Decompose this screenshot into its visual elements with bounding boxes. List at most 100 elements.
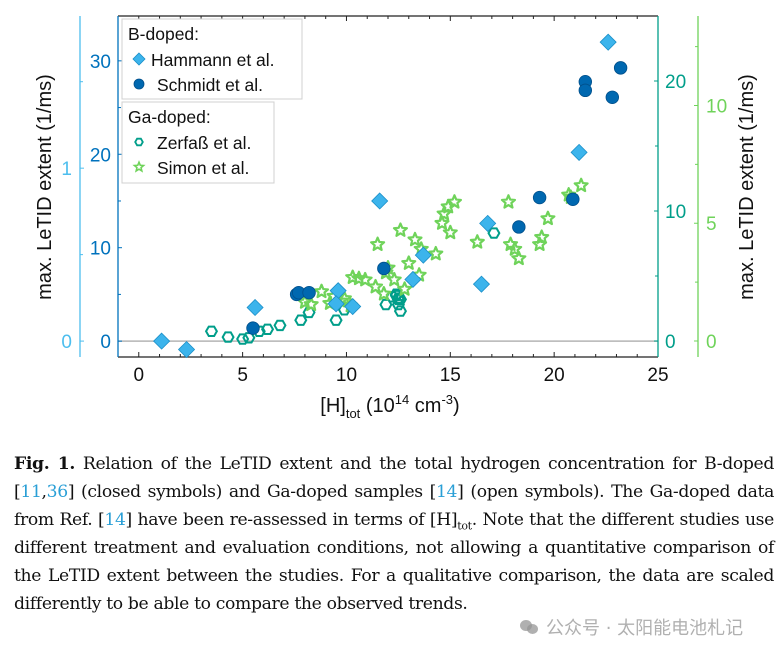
- simon-data-point: [313, 283, 330, 299]
- x-tick-label: 20: [544, 365, 565, 386]
- caption-text: ] have been re-assessed in terms of [H]: [125, 510, 458, 530]
- simon-data-point: [392, 222, 409, 237]
- hammann-data-point: [177, 340, 196, 359]
- series-schmidt: [246, 61, 628, 335]
- hammann-tick-label: 20: [90, 145, 111, 166]
- x-axis-title-part: tot: [346, 406, 361, 421]
- x-axis-title-part: (10: [360, 395, 394, 417]
- x-axis-title-part: cm: [409, 395, 441, 417]
- axes-layer: [79, 15, 699, 358]
- simon-data-point: [573, 177, 589, 193]
- schmidt-data-point: [302, 285, 316, 300]
- x-axis-title-part: -3: [441, 392, 453, 407]
- citation-link[interactable]: 14: [104, 510, 126, 530]
- caption-subscript: tot: [457, 519, 472, 533]
- hammann-tick-label: 0: [100, 332, 111, 353]
- legend-entry-label: Simon et al.: [157, 158, 249, 178]
- schmidt-data-point: [512, 220, 526, 234]
- schmidt-data-point: [613, 61, 628, 75]
- zerfass-tick-label: 20: [665, 72, 686, 93]
- simon-data-point: [434, 215, 450, 230]
- schmidt-data-point: [578, 83, 593, 98]
- hammann-tick-label: 10: [90, 239, 111, 260]
- hammann-data-point: [371, 192, 389, 210]
- simon-data-point: [367, 278, 384, 294]
- citation-link[interactable]: 36: [46, 482, 69, 502]
- simon-data-point: [534, 229, 550, 244]
- zerfass-data-point: [294, 314, 308, 326]
- hammann-data-point: [327, 295, 345, 313]
- schmidt-data-point: [246, 321, 260, 335]
- zerfass-data-point: [487, 227, 501, 239]
- simon-data-point: [511, 250, 527, 266]
- simon-tick-label: 0: [706, 332, 717, 353]
- simon-data-point: [442, 224, 458, 240]
- schmidt-tick-label: 1: [61, 159, 72, 180]
- citation-link[interactable]: 14: [435, 482, 458, 502]
- x-tick-label: 25: [647, 365, 668, 386]
- x-axis-title-part: [H]: [320, 395, 346, 417]
- zerfass-tick-label: 0: [665, 332, 676, 353]
- zerfass-data-point: [260, 323, 275, 335]
- watermark-text: 公众号 · 太阳能电池札记: [546, 618, 744, 639]
- x-tick-label: 0: [133, 365, 144, 386]
- simon-data-point: [469, 234, 485, 249]
- simon-data-point: [440, 198, 456, 214]
- simon-data-point: [540, 210, 556, 226]
- legend-box: [121, 101, 275, 184]
- zerfass-data-point: [389, 288, 403, 300]
- legend-entry-label: Hammann et al.: [151, 50, 275, 70]
- legend-hexagon-icon: [134, 137, 144, 147]
- wechat-icon: [520, 619, 540, 635]
- letid-scatter-chart: B-doped: Hammann et al. Schmidt et al. Ga-d…: [34, 15, 758, 421]
- legend-entry-label: Schmidt et al.: [157, 75, 263, 95]
- legend: B-doped: Hammann et al. Schmidt et al. Ga-d…: [121, 18, 303, 184]
- hammann-data-point: [570, 143, 588, 161]
- zerfass-data-point: [204, 325, 219, 337]
- hammann-data-point: [404, 270, 422, 289]
- legend-group-title: B-doped:: [128, 24, 199, 44]
- schmidt-data-point: [532, 190, 547, 205]
- hammann-data-point: [479, 214, 497, 232]
- zerfass-data-point: [221, 331, 235, 343]
- x-axis-title-part: ): [453, 395, 460, 417]
- hammann-data-point: [153, 332, 171, 350]
- points-layer: [153, 33, 628, 359]
- caption-text: . Note that the different studies use di…: [14, 510, 774, 614]
- zerfass-data-point: [273, 319, 287, 332]
- legend-group: Ga-doped: Zerfaß et al. Simon et al.: [121, 101, 275, 184]
- legend-box: [121, 18, 303, 100]
- simon-tick-label: 5: [706, 214, 717, 235]
- x-tick-label: 10: [336, 365, 357, 386]
- citation-link[interactable]: 11: [20, 482, 42, 502]
- hammann-data-point: [599, 33, 617, 51]
- caption-text: Relation of the LeTID extent and the tot…: [75, 454, 774, 474]
- zerfass-data-point: [391, 298, 405, 311]
- y-axis-title-right: max. LeTID extent (1/ms): [736, 74, 758, 300]
- simon-data-point: [401, 255, 417, 270]
- x-tick-label: 5: [237, 365, 248, 386]
- simon-data-point: [370, 236, 386, 252]
- hammann-data-point: [344, 297, 362, 316]
- hammann-data-point: [246, 298, 264, 317]
- caption-text: ] (open symbols). The Ga-doped data from…: [14, 482, 774, 530]
- series-hammann: [153, 33, 617, 359]
- simon-data-point: [428, 245, 444, 261]
- schmidt-data-point: [377, 261, 391, 276]
- y-axis-title-left: max. LeTID extent (1/ms): [34, 74, 56, 300]
- x-tick-label: 15: [440, 365, 461, 386]
- watermark: 公众号 · 太阳能电池札记: [520, 614, 743, 640]
- simon-data-point: [407, 231, 423, 247]
- caption-text: [: [14, 482, 21, 502]
- legend-group-title: Ga-doped:: [128, 107, 211, 127]
- zerfass-tick-label: 10: [665, 202, 686, 223]
- simon-data-point: [357, 271, 373, 287]
- simon-data-point: [446, 194, 463, 209]
- simon-data-point: [386, 271, 402, 287]
- x-axis-title: [H]tot (1014 cm-3): [320, 392, 459, 421]
- hammann-data-point: [472, 275, 491, 293]
- x-axis-title-part: 14: [395, 392, 409, 407]
- schmidt-data-point: [566, 192, 580, 206]
- caption-text: ] (closed symbols) and Ga-doped samples …: [67, 482, 436, 502]
